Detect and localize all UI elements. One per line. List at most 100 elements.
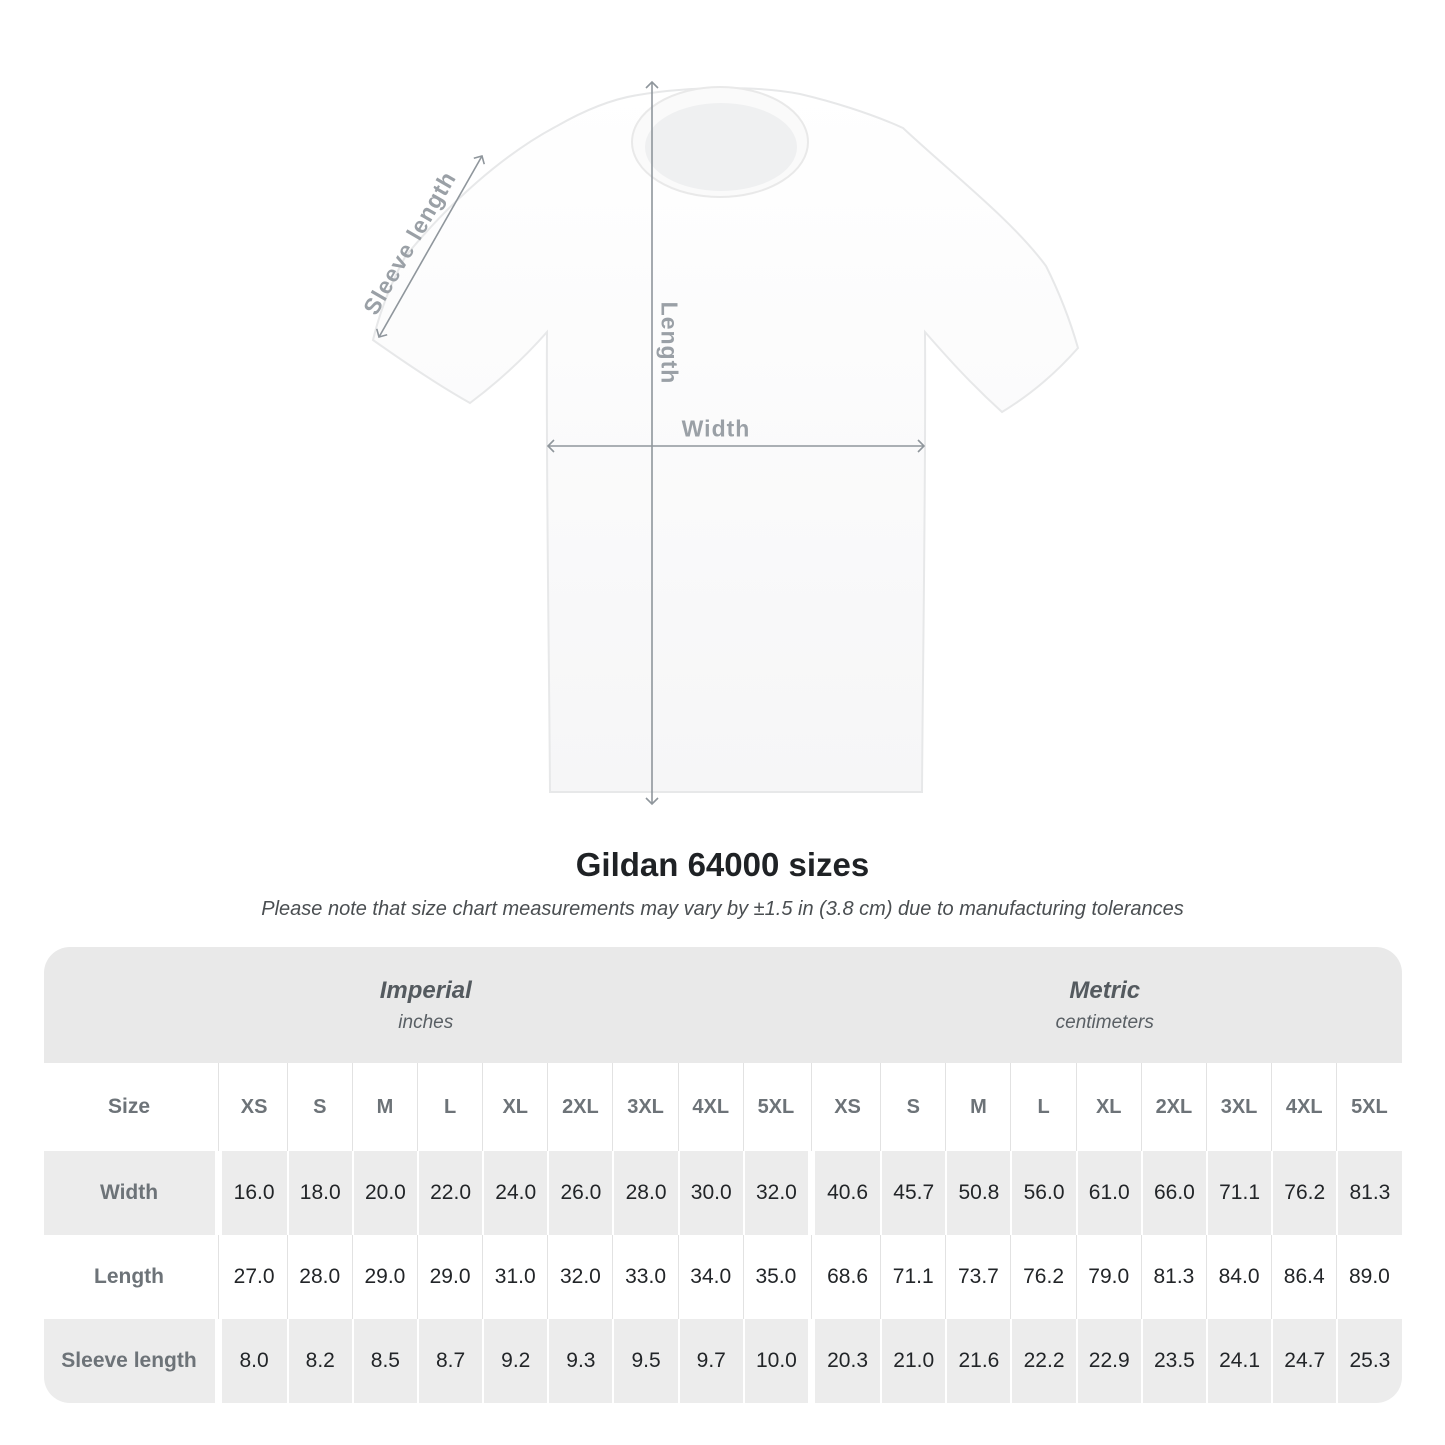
width-label: Width	[681, 415, 751, 442]
measurement-cell: 24.7	[1271, 1319, 1336, 1403]
size-header-cell: 5XL	[742, 1063, 808, 1151]
measurement-cell: 24.0	[482, 1151, 547, 1235]
measurement-cell: 28.0	[612, 1151, 677, 1235]
size-column-header: Size	[107, 1095, 151, 1118]
row-label: Length	[94, 1265, 164, 1288]
collar-opening	[645, 103, 797, 191]
table-row: Width 16.0 18.0 20.0 22.0 24.0 26.0 28.0 30.0 32.…	[43, 1151, 1402, 1235]
column-group-divider	[807, 1063, 815, 1151]
measurement-cell: 25.3	[1336, 1319, 1401, 1403]
measurement-cell: 29.0	[351, 1235, 417, 1319]
size-header-cell: 3XL	[612, 1063, 677, 1151]
table-body: Width 16.0 18.0 20.0 22.0 24.0 26.0 28.0 30.0 32.…	[43, 1151, 1402, 1403]
measurement-cell: 24.1	[1205, 1319, 1271, 1403]
unit-group-header-row: Imperial inches Metric centimeters	[43, 947, 1402, 1063]
size-header-cell: XS	[240, 1095, 268, 1118]
measurement-cell: 9.2	[482, 1319, 547, 1403]
row-label: Width	[99, 1181, 159, 1204]
measurement-cell: 22.2	[1010, 1319, 1075, 1403]
measurement-cell: 8.0	[239, 1349, 269, 1372]
page-title: Gildan 64000 sizes	[575, 846, 870, 883]
metric-group-unit: centimeters	[1055, 1011, 1154, 1033]
measurement-cell: 27.0	[233, 1265, 275, 1288]
measurement-cell: 35.0	[742, 1235, 808, 1319]
measurement-cell: 8.5	[351, 1319, 417, 1403]
measurement-cell: 79.0	[1075, 1235, 1141, 1319]
measurement-cell: 9.5	[612, 1319, 677, 1403]
size-header-cell: S	[286, 1063, 352, 1151]
metric-group-header: Metric centimeters	[808, 947, 1402, 1063]
column-group-divider	[214, 1319, 222, 1403]
size-header-cell: S	[880, 1063, 945, 1151]
size-header-cell: L	[1010, 1063, 1075, 1151]
size-header-cell: M	[945, 1063, 1010, 1151]
measurement-cell: 76.2	[1010, 1235, 1075, 1319]
measurement-cell: 71.1	[1205, 1151, 1271, 1235]
measurement-cell: 86.4	[1271, 1235, 1336, 1319]
measurement-cell: 33.0	[612, 1235, 677, 1319]
size-header-cell: XS	[834, 1095, 861, 1118]
measurement-cell: 22.9	[1075, 1319, 1141, 1403]
table-row: Sleeve length 8.0 8.2 8.5 8.7 9.2 9.3 9.5 9.7 10.…	[43, 1319, 1402, 1403]
column-group-divider	[214, 1151, 222, 1235]
size-header-cell: 2XL	[1140, 1063, 1206, 1151]
column-group-divider	[214, 1063, 222, 1151]
measurement-cell: 45.7	[880, 1151, 945, 1235]
measurement-cell: 76.2	[1271, 1151, 1336, 1235]
measurement-cell: 66.0	[1140, 1151, 1206, 1235]
size-header-cell: 4XL	[1271, 1063, 1336, 1151]
tshirt-measurement-diagram: Sleeve length Length Width	[358, 80, 1080, 806]
size-header-cell: XL	[1075, 1063, 1141, 1151]
measurement-cell: 84.0	[1205, 1235, 1271, 1319]
measurement-cell: 16.0	[233, 1181, 275, 1204]
metric-group-title: Metric	[1069, 976, 1141, 1004]
measurement-cell: 9.3	[547, 1319, 612, 1403]
measurement-cell: 9.7	[677, 1319, 743, 1403]
measurement-cell: 20.3	[827, 1349, 868, 1372]
measurement-cell: 50.8	[945, 1151, 1010, 1235]
measurement-cell: 23.5	[1140, 1319, 1206, 1403]
size-header-cell: 3XL	[1205, 1063, 1271, 1151]
measurement-cell: 81.3	[1336, 1151, 1401, 1235]
size-header-cell: 4XL	[677, 1063, 743, 1151]
size-header-cell: L	[416, 1063, 482, 1151]
measurement-cell: 61.0	[1075, 1151, 1141, 1235]
measurement-cell: 31.0	[482, 1235, 547, 1319]
measurement-cell: 21.0	[880, 1319, 945, 1403]
size-header-cell: XL	[482, 1063, 547, 1151]
measurement-cell: 71.1	[880, 1235, 945, 1319]
size-header-cell: 2XL	[547, 1063, 612, 1151]
measurement-cell: 56.0	[1010, 1151, 1075, 1235]
measurement-cell: 32.0	[547, 1235, 612, 1319]
measurement-cell: 28.0	[286, 1235, 352, 1319]
imperial-group-unit: inches	[398, 1011, 454, 1033]
measurement-cell: 21.6	[945, 1319, 1010, 1403]
measurement-cell: 73.7	[945, 1235, 1010, 1319]
measurement-cell: 10.0	[742, 1319, 808, 1403]
measurement-cell: 30.0	[677, 1151, 743, 1235]
measurement-cell: 8.7	[416, 1319, 482, 1403]
imperial-group-header: Imperial inches	[44, 947, 809, 1063]
tshirt-image	[371, 80, 1080, 806]
tolerance-note: Please note that size chart measurements…	[261, 898, 1184, 920]
size-header-cell: M	[351, 1063, 417, 1151]
measurement-cell: 29.0	[416, 1235, 482, 1319]
measurement-cell: 22.0	[416, 1151, 482, 1235]
measurement-cell: 68.6	[827, 1265, 868, 1288]
measurement-cell: 40.6	[827, 1181, 868, 1204]
size-chart-table: Imperial inches Metric centimeters Size X…	[43, 947, 1402, 1403]
length-label: Length	[656, 301, 683, 385]
measurement-cell: 34.0	[677, 1235, 743, 1319]
measurement-cell: 32.0	[742, 1151, 808, 1235]
table-row: Length 27.0 28.0 29.0 29.0 31.0 32.0 33.0 34.0 35…	[43, 1235, 1402, 1319]
size-header-row: Size XS S M L XL 2XL 3XL 4XL 5XL XS S M L XL 2XL 3XL 4XL 5…	[43, 1063, 1402, 1151]
column-group-divider	[807, 1319, 815, 1403]
measurement-cell: 18.0	[286, 1151, 352, 1235]
column-group-divider	[807, 1235, 815, 1319]
measurement-cell: 81.3	[1140, 1235, 1206, 1319]
measurement-cell: 8.2	[286, 1319, 352, 1403]
column-group-divider	[807, 1151, 815, 1235]
column-group-divider	[214, 1235, 222, 1319]
measurement-cell: 20.0	[351, 1151, 417, 1235]
sleeve-length-arrow	[375, 155, 486, 338]
